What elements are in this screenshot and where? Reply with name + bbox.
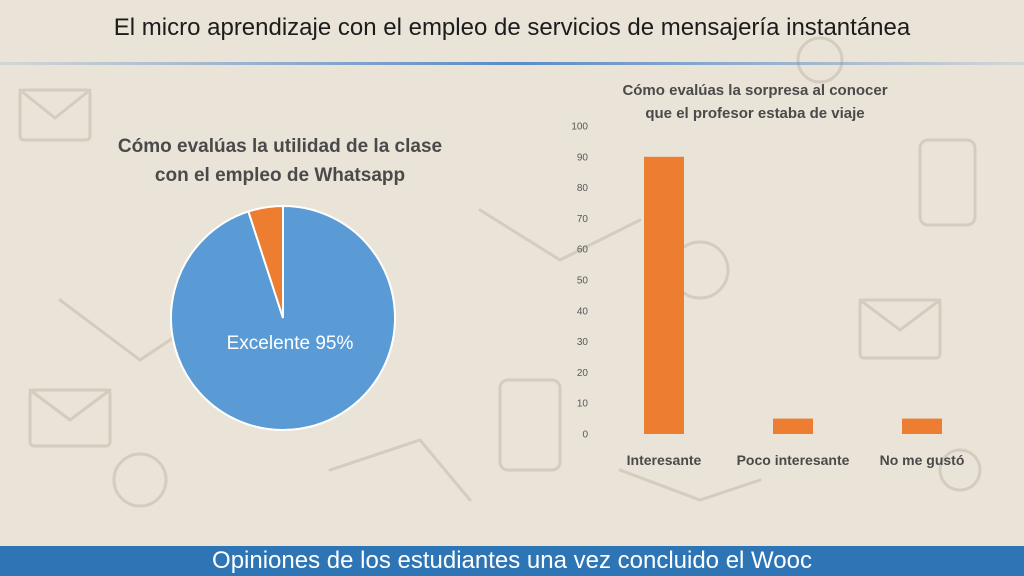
- bar-chart-title-line-2: que el profesor estaba de viaje: [645, 105, 865, 122]
- x-tick-label: No me gustó: [880, 452, 965, 468]
- y-tick-label: 70: [577, 214, 589, 225]
- bar-chart-title-line-1: Cómo evalúas la sorpresa al conocer: [622, 82, 888, 99]
- bar-chart-title: Cómo evalúas la sorpresa al conocer que …: [570, 79, 940, 125]
- x-tick-label: Interesante: [627, 452, 702, 468]
- y-tick-label: 0: [582, 430, 588, 441]
- pie-chart-title-line-1: Cómo evalúas la utilidad de la clase: [117, 136, 443, 157]
- bar-poco-interesante: [773, 418, 813, 434]
- pie-slice-other-1: [247, 204, 284, 319]
- y-tick-label: 100: [571, 122, 588, 133]
- y-tick-label: 50: [577, 276, 589, 287]
- y-tick-label: 60: [577, 245, 589, 256]
- title-divider: [0, 62, 1024, 65]
- x-tick-label: Poco interesante: [737, 452, 850, 468]
- pie-chart-title: Cómo evalúas la utilidad de la clase con…: [80, 132, 480, 190]
- bar-no-me-gustó: [902, 418, 942, 434]
- pie-chart-title-line-2: con el empleo de Whatsapp: [154, 165, 406, 186]
- pie-data-label: Excelente 95%: [227, 333, 354, 354]
- y-tick-label: 80: [577, 183, 589, 194]
- y-tick-label: 40: [577, 306, 589, 317]
- bar-interesante: [644, 156, 684, 435]
- slide-title: El micro aprendizaje con el empleo de se…: [113, 14, 911, 41]
- y-tick-label: 20: [577, 368, 589, 379]
- y-tick-label: 30: [577, 337, 589, 348]
- y-tick-label: 10: [577, 399, 589, 410]
- y-tick-label: 90: [577, 152, 589, 163]
- footer-banner: Opiniones de los estudiantes una vez con…: [0, 546, 1024, 576]
